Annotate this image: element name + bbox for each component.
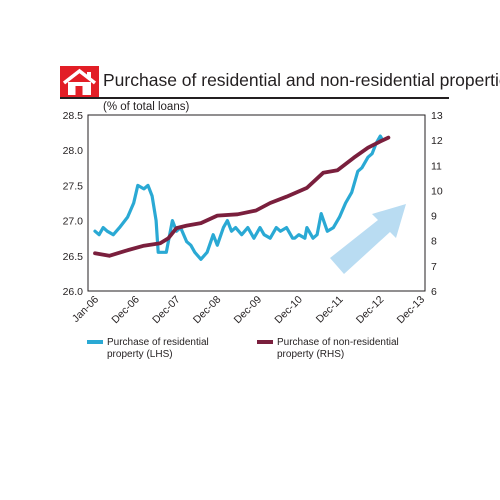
- right-axis: 13 12 11 10 9 8 7 6: [431, 110, 443, 298]
- x-tick-label: Dec-13: [395, 294, 428, 327]
- legend-label-non-residential: Purchase of non-residential property (RHS…: [277, 337, 399, 360]
- x-axis: Jan-06 Dec-06 Dec-07 Dec-08 Dec-09 Dec-1…: [70, 294, 427, 327]
- series-line-non-residential: [93, 135, 391, 258]
- series-line-residential: [93, 134, 384, 261]
- x-tick-label: Dec-09: [232, 294, 265, 327]
- right-tick-label: 7: [431, 261, 437, 273]
- right-tick-label: 8: [431, 236, 437, 248]
- left-axis: 28.5 28.0 27.5 27.0 26.5 26.0: [63, 110, 84, 298]
- x-tick-label: Dec-06: [109, 294, 142, 327]
- right-tick-label: 12: [431, 135, 443, 147]
- left-tick-label: 26.0: [63, 286, 84, 298]
- left-tick-label: 27.0: [63, 216, 84, 228]
- plot-frame: [87, 114, 426, 292]
- chart-title: Purchase of residential and non-resident…: [103, 70, 500, 90]
- left-tick-label: 28.0: [63, 145, 84, 157]
- right-tick-label: 10: [431, 185, 443, 197]
- house-icon: [62, 68, 97, 95]
- legend-label-residential: Purchase of residential property (LHS): [107, 337, 209, 360]
- trend-arrow: [330, 204, 406, 274]
- right-tick-label: 6: [431, 286, 437, 298]
- x-tick-label: Dec-08: [191, 294, 224, 327]
- left-tick-label: 28.5: [63, 110, 84, 122]
- chart-subtitle: (% of total loans): [103, 101, 189, 113]
- left-tick-label: 27.5: [63, 180, 84, 192]
- x-tick-label: Dec-10: [272, 294, 305, 327]
- x-tick-label: Jan-06: [70, 294, 101, 325]
- x-tick-label: Dec-12: [354, 294, 387, 327]
- legend: Purchase of residential property (LHS) Pu…: [87, 337, 399, 360]
- x-tick-label: Dec-07: [150, 294, 183, 327]
- right-tick-label: 9: [431, 211, 437, 223]
- x-tick-label: Dec-11: [314, 294, 346, 326]
- right-tick-label: 11: [431, 160, 442, 172]
- chart-header: Purchase of residential and non-resident…: [60, 66, 500, 113]
- right-tick-label: 13: [431, 110, 443, 122]
- left-tick-label: 26.5: [63, 251, 84, 263]
